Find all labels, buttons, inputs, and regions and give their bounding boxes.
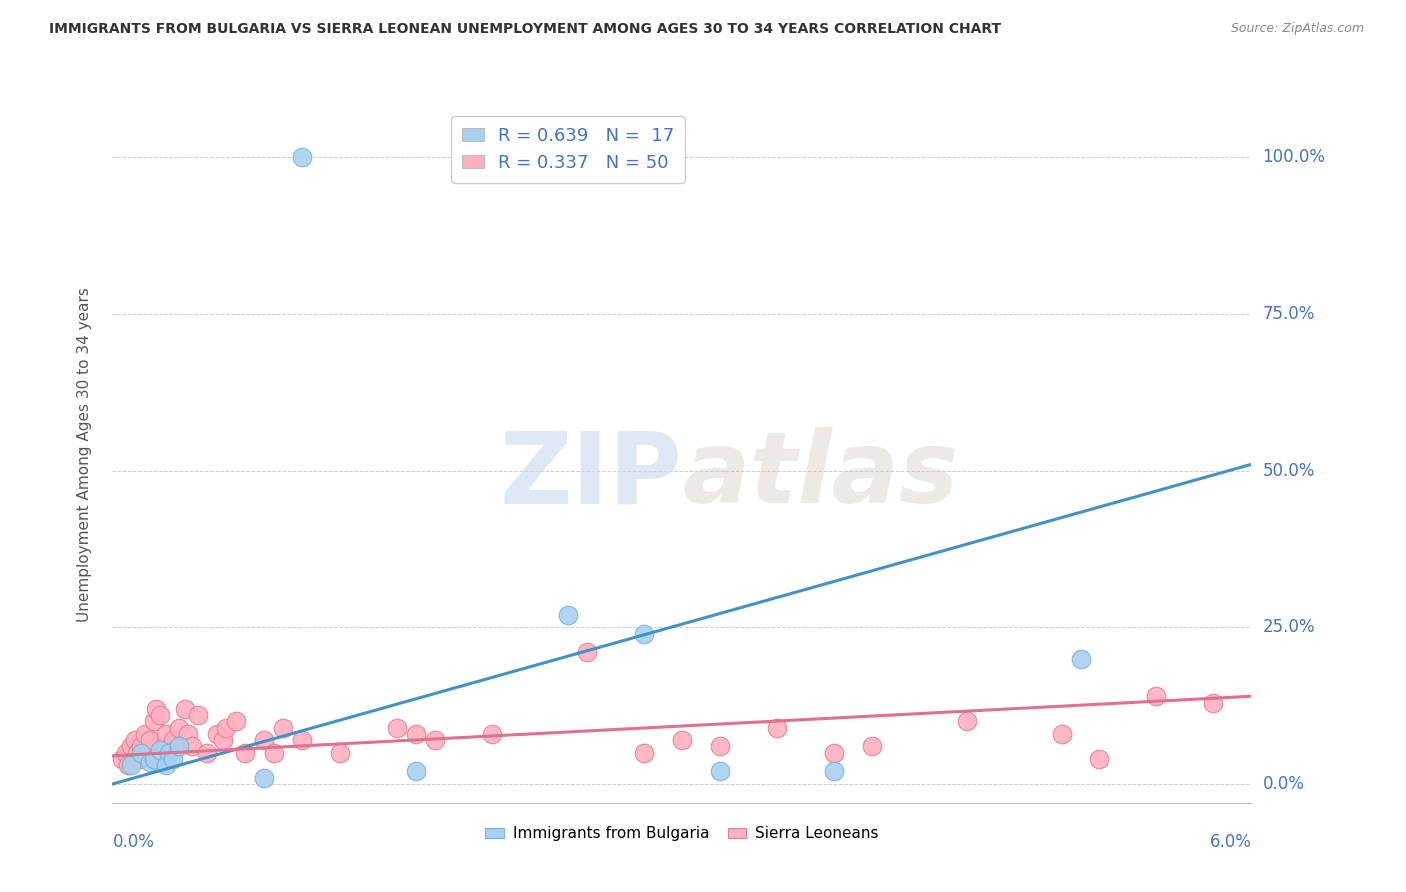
Y-axis label: Unemployment Among Ages 30 to 34 years: Unemployment Among Ages 30 to 34 years <box>77 287 91 623</box>
Point <box>139 755 162 769</box>
Point <box>253 771 276 785</box>
Point <box>155 758 177 772</box>
Point <box>633 626 655 640</box>
Point <box>385 721 409 735</box>
Text: IMMIGRANTS FROM BULGARIA VS SIERRA LEONEAN UNEMPLOYMENT AMONG AGES 30 TO 34 YEAR: IMMIGRANTS FROM BULGARIA VS SIERRA LEONE… <box>49 22 1001 37</box>
Point <box>121 739 143 754</box>
Point <box>215 721 238 735</box>
Point <box>143 752 166 766</box>
Point <box>481 727 503 741</box>
Point <box>135 746 157 760</box>
Point <box>111 752 134 766</box>
Point <box>823 764 845 779</box>
Point <box>253 733 276 747</box>
Point <box>149 742 172 756</box>
Text: 50.0%: 50.0% <box>1263 461 1315 480</box>
Point <box>1144 690 1167 704</box>
Point <box>263 746 285 760</box>
Point <box>162 733 184 747</box>
Text: 0.0%: 0.0% <box>1263 775 1305 793</box>
Point <box>159 746 180 760</box>
Point <box>139 733 162 747</box>
Text: ZIP: ZIP <box>499 427 682 524</box>
Point <box>129 746 152 760</box>
Point <box>127 746 149 760</box>
Text: 6.0%: 6.0% <box>1209 833 1251 851</box>
Point <box>129 739 152 754</box>
Point <box>121 758 143 772</box>
Point <box>1050 727 1073 741</box>
Point <box>225 714 247 729</box>
Point <box>860 739 883 754</box>
Text: 0.0%: 0.0% <box>112 833 155 851</box>
Point <box>162 752 184 766</box>
Point <box>205 727 228 741</box>
Point <box>633 746 655 760</box>
Point <box>124 733 146 747</box>
Point <box>557 607 579 622</box>
Point <box>709 764 731 779</box>
Point <box>329 746 352 760</box>
Point <box>233 746 256 760</box>
Point <box>187 708 209 723</box>
Point <box>134 727 156 741</box>
Text: atlas: atlas <box>682 427 959 524</box>
Point <box>128 752 150 766</box>
Point <box>159 746 180 760</box>
Point <box>1069 651 1091 665</box>
Text: 100.0%: 100.0% <box>1263 148 1326 166</box>
Point <box>167 721 190 735</box>
Point <box>143 714 166 729</box>
Point <box>291 150 314 164</box>
Point <box>271 721 295 735</box>
Legend: Immigrants from Bulgaria, Sierra Leoneans: Immigrants from Bulgaria, Sierra Leonean… <box>479 820 884 847</box>
Point <box>1202 696 1225 710</box>
Text: 75.0%: 75.0% <box>1263 305 1315 323</box>
Point <box>765 721 787 735</box>
Point <box>575 645 598 659</box>
Point <box>823 746 845 760</box>
Point <box>405 764 427 779</box>
Point <box>709 739 731 754</box>
Point <box>956 714 979 729</box>
Point <box>145 702 167 716</box>
Point <box>173 702 195 716</box>
Point <box>152 739 174 754</box>
Point <box>405 727 427 741</box>
Point <box>114 746 136 760</box>
Point <box>1088 752 1111 766</box>
Point <box>117 758 139 772</box>
Point <box>195 746 219 760</box>
Text: 25.0%: 25.0% <box>1263 618 1315 636</box>
Point <box>181 739 204 754</box>
Text: Source: ZipAtlas.com: Source: ZipAtlas.com <box>1230 22 1364 36</box>
Point <box>425 733 447 747</box>
Point <box>177 727 200 741</box>
Point <box>167 739 190 754</box>
Point <box>149 708 172 723</box>
Point <box>211 733 233 747</box>
Point <box>291 733 314 747</box>
Point <box>155 727 177 741</box>
Point <box>671 733 693 747</box>
